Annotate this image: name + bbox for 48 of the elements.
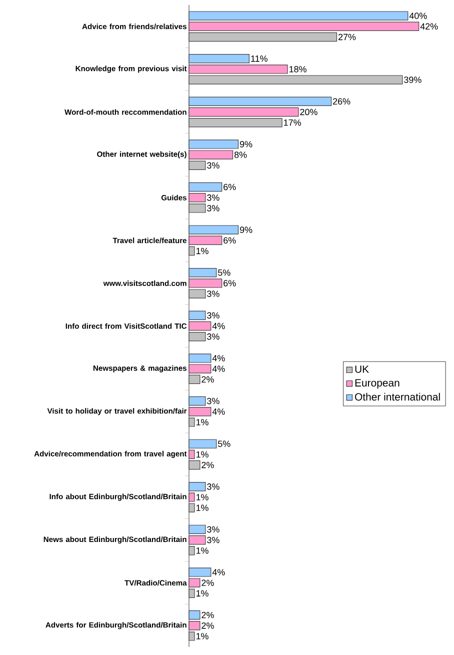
data-label: 3% (207, 290, 220, 297)
data-label: 4% (212, 569, 225, 576)
data-label: 5% (218, 269, 230, 276)
legend-label: Other international (355, 392, 440, 401)
data-label: 4% (212, 322, 225, 330)
data-label: 20% (300, 108, 318, 116)
data-label: 17% (284, 119, 301, 126)
data-label: 26% (333, 98, 350, 105)
data-label: 39% (404, 76, 422, 83)
data-label: 4% (212, 366, 225, 372)
data-label: 3% (207, 194, 220, 201)
data-label: 11% (251, 55, 268, 62)
data-label: 2% (202, 376, 214, 383)
data-label: 6% (224, 184, 236, 190)
data-label: 3% (207, 398, 220, 404)
data-label: 8% (234, 152, 247, 158)
data-label: 3% (207, 536, 220, 544)
data-label: 2% (202, 622, 214, 629)
data-label: 18% (289, 66, 306, 72)
data-label: 5% (218, 440, 230, 447)
data-label: 2% (202, 612, 214, 618)
data-label: 4% (212, 408, 225, 415)
data-label: 3% (207, 333, 220, 340)
data-label: 3% (207, 526, 220, 533)
data-label: 1% (196, 248, 208, 254)
data-label: 1% (196, 547, 208, 554)
data-label: 6% (224, 237, 236, 244)
data-label: 1% (196, 633, 208, 640)
legend-label: European (355, 379, 400, 389)
data-label: 1% (196, 494, 208, 500)
data-label: 1% (196, 451, 208, 458)
data-label: 1% (196, 504, 208, 511)
legend-label: UK (355, 366, 369, 373)
data-label: 9% (240, 141, 252, 148)
data-label: 2% (202, 462, 214, 468)
data-label: 4% (212, 355, 225, 362)
data-label: 1% (196, 419, 208, 426)
data-label: 40% (409, 12, 427, 19)
data-label: 3% (207, 162, 220, 169)
data-label: 2% (202, 580, 214, 586)
data-label: 42% (420, 23, 438, 30)
data-label: 27% (338, 34, 356, 40)
data-label: 1% (196, 590, 208, 597)
data-label: 6% (224, 280, 236, 286)
data-label: 3% (207, 205, 220, 212)
data-label: 9% (240, 226, 252, 233)
data-label: 3% (207, 483, 220, 490)
data-label: 3% (207, 312, 220, 319)
